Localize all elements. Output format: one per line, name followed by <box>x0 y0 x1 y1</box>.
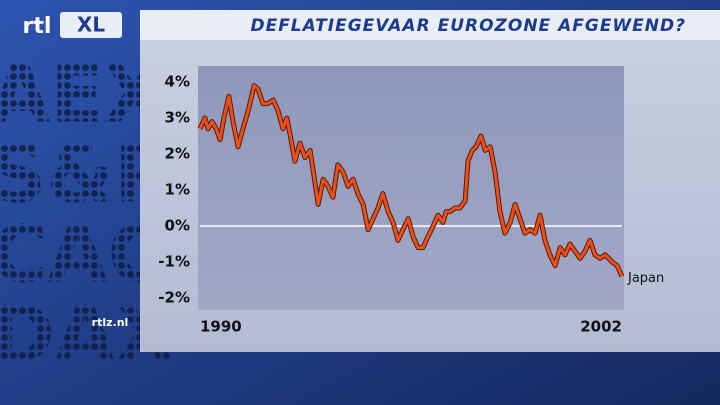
y-tick-label: 0% <box>165 217 190 235</box>
y-tick-label: -2% <box>158 289 190 307</box>
logo-xl: XL <box>77 13 105 37</box>
y-tick-label: -1% <box>158 253 190 271</box>
y-tick-label: 3% <box>165 109 190 127</box>
line <box>198 84 624 278</box>
chart-title: DEFLATIEGEVAAR EUROZONE AFGEWEND? <box>250 16 686 36</box>
logo-rtl: rtl <box>23 14 52 39</box>
x-tick-label: 1990 <box>200 318 242 336</box>
series-label: Japan <box>627 271 664 286</box>
y-tick-label: 1% <box>165 181 190 199</box>
logo-box <box>60 12 122 38</box>
x-tick-label: 2002 <box>580 318 622 336</box>
website: rtlz.nl <box>92 316 129 329</box>
title-bar <box>140 10 720 40</box>
chart: -2% -1% 0% 1% 2% 3% 4% 1990 2002 Japan <box>158 73 664 336</box>
plot-area <box>198 66 624 310</box>
ticker-word: CAC <box>0 210 165 300</box>
y-tick-label: 4% <box>165 73 190 91</box>
ticker-word: AEX <box>0 50 164 140</box>
y-tick-label: 2% <box>165 145 190 163</box>
